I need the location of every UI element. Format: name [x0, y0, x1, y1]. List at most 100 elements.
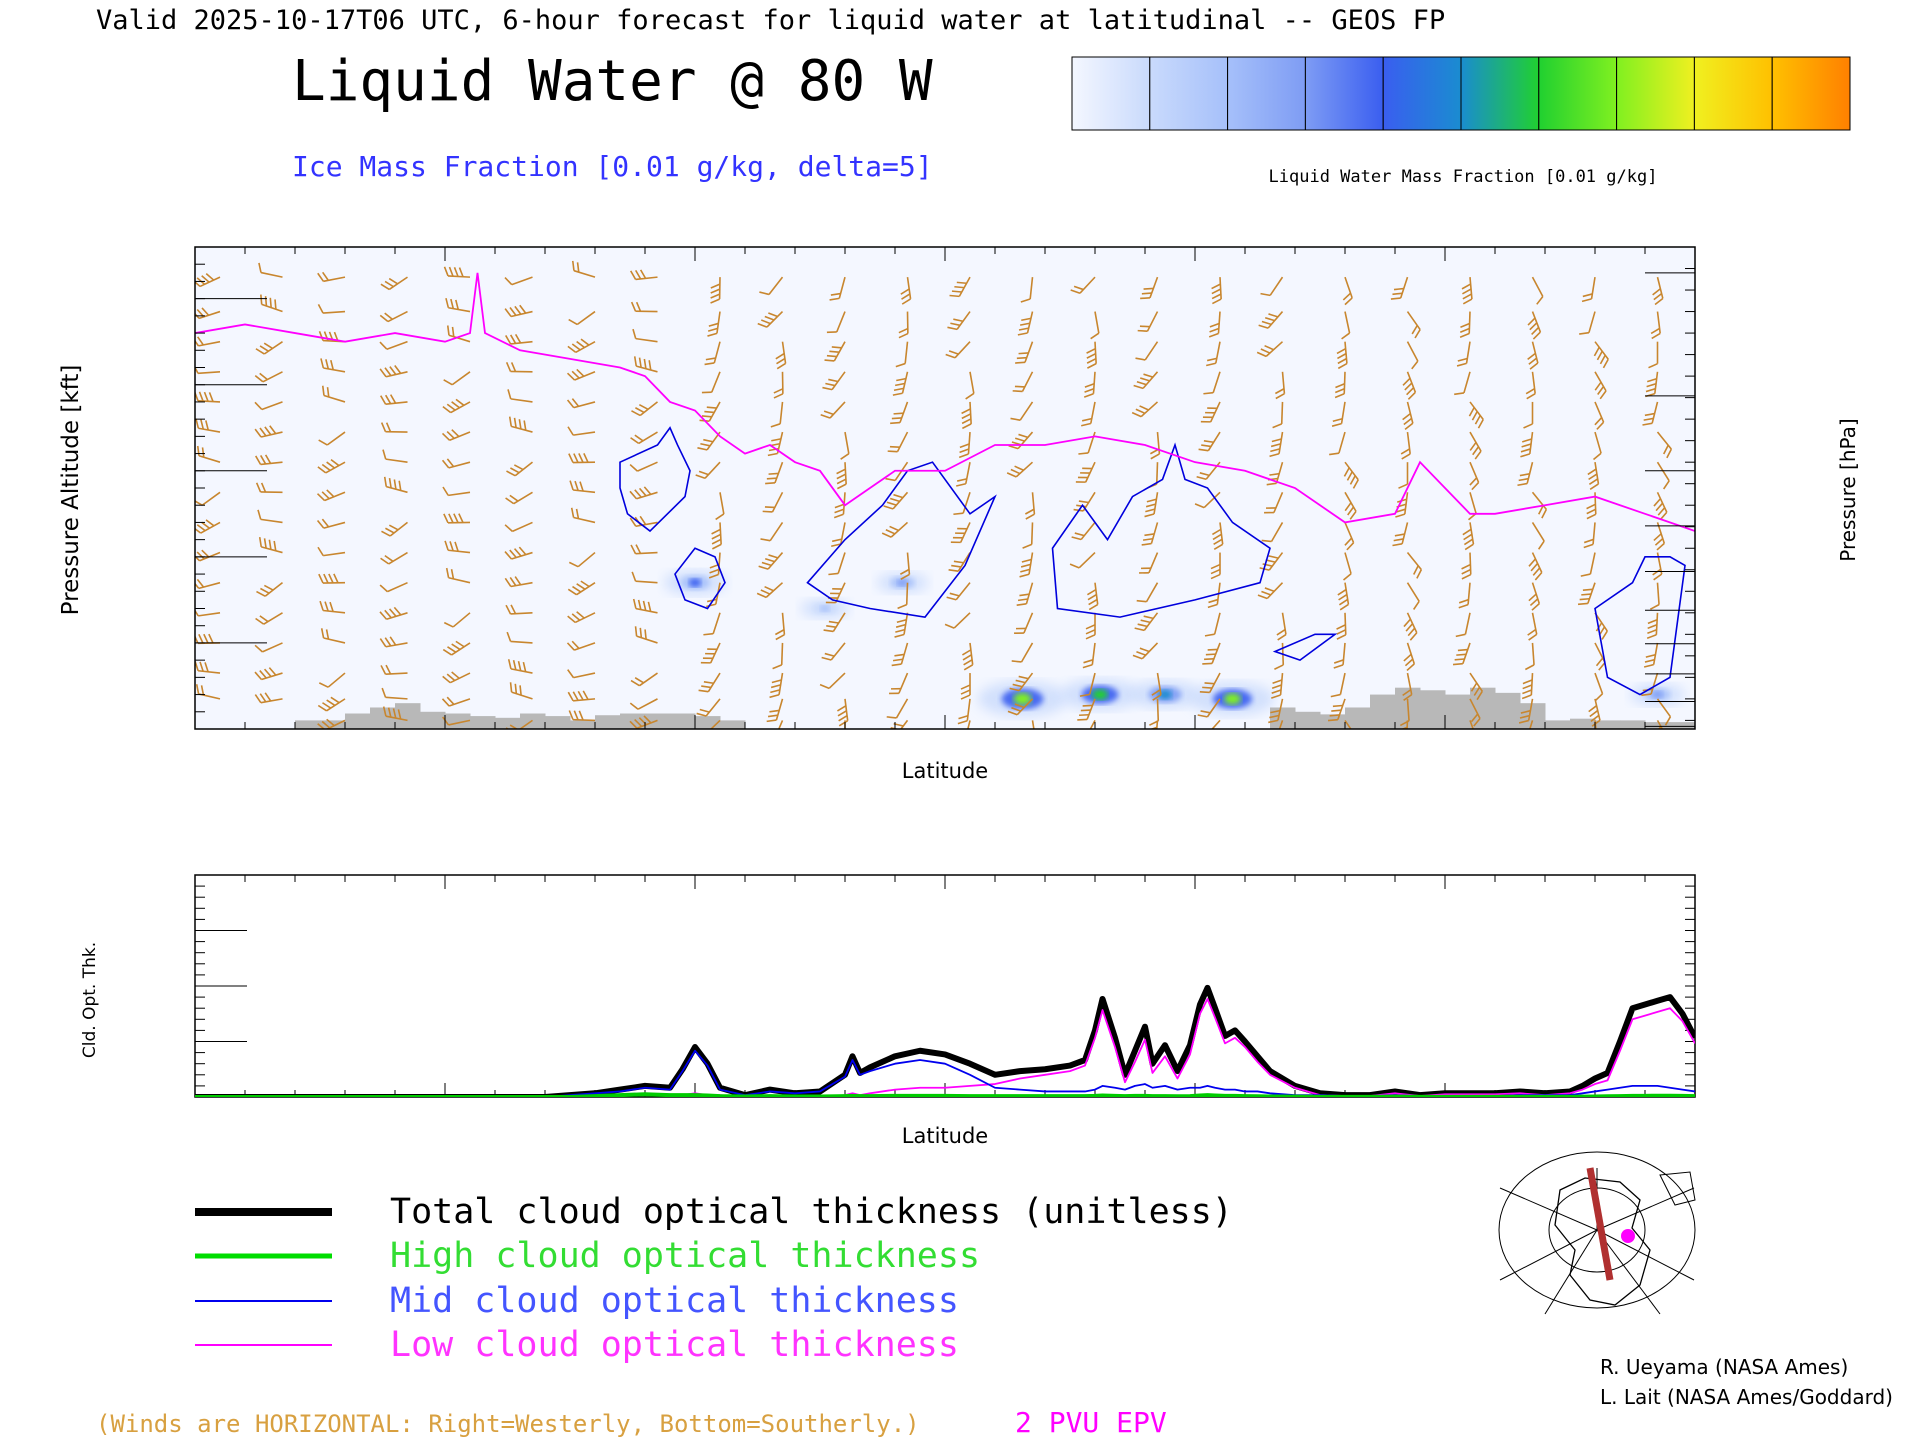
wind-barb-staff: [261, 672, 283, 681]
wind-barb: [1403, 642, 1416, 672]
wind-barb-flag: [1343, 467, 1350, 477]
wind-barb-flag: [576, 368, 585, 377]
wind-barb: [1271, 672, 1284, 699]
wind-barb-flag: [706, 406, 717, 409]
wind-barb-staff: [1463, 371, 1471, 394]
wind-barb-flag: [1330, 693, 1341, 698]
wind-barb-flag: [828, 572, 839, 576]
colorbar-label: Liquid Water Mass Fraction [0.01 g/kg]: [1269, 167, 1658, 187]
wind-barb-staff: [1525, 720, 1534, 729]
wind-barb-flag: [643, 715, 652, 724]
wind-barb: [630, 431, 658, 445]
wind-barb-flag: [1532, 331, 1541, 340]
wind-barb-flag: [629, 490, 638, 500]
wind-barb-staff: [448, 334, 471, 343]
colorbar-box-9: [1771, 56, 1851, 131]
wind-barb-flag: [631, 571, 637, 582]
wind-barb-staff: [1531, 522, 1545, 542]
wind-barb: [383, 476, 408, 494]
wind-barb: [441, 696, 471, 707]
wind-barb: [380, 276, 408, 291]
wind-barb-staff: [705, 698, 721, 717]
wind-barb-flag: [260, 587, 270, 594]
wind-barb-flag: [963, 664, 974, 671]
wind-barb-staff: [711, 371, 721, 393]
wind-barb: [1269, 431, 1284, 458]
wind-barb: [773, 371, 784, 399]
wind-barb: [886, 698, 909, 719]
wind-barb: [256, 582, 283, 597]
ice-contours: [619, 426, 1686, 696]
wind-barb-flag: [769, 709, 780, 713]
wind-barb-staff: [447, 275, 471, 278]
wind-barb: [1144, 492, 1159, 518]
wind-barb-flag: [572, 585, 582, 593]
wind-barb: [506, 461, 533, 477]
wind-barb-flag: [195, 553, 201, 562]
wind-barb-flag: [576, 262, 580, 273]
wind-barb-flag: [1136, 380, 1147, 386]
wind-barb: [766, 698, 784, 723]
wind-barb-flag: [1392, 542, 1403, 547]
wind-barb-flag: [1459, 332, 1470, 338]
wind-barb-staff: [1020, 642, 1034, 663]
wind-barb-flag: [1461, 573, 1472, 580]
wind-barb-flag: [1209, 327, 1220, 333]
wind-barb-staff: [775, 698, 784, 721]
wind-barb-staff: [514, 461, 533, 477]
wind-barb-flag: [571, 613, 581, 621]
wind-barb: [254, 692, 283, 704]
wind-barb: [1329, 431, 1346, 456]
wind-barb-flag: [1602, 358, 1609, 369]
wind-barb: [444, 540, 471, 554]
wind-barb-flag: [201, 307, 210, 316]
wind-barb-staff: [1266, 582, 1284, 600]
wind-barb-flag: [1270, 448, 1281, 453]
wind-barb-staff: [830, 642, 846, 661]
wind-barb-flag: [1522, 679, 1533, 685]
wind-barb-flag: [706, 598, 717, 603]
wind-barb-flag: [1343, 573, 1352, 581]
wind-barb-flag: [774, 629, 785, 636]
wind-barb-flag: [1528, 633, 1538, 641]
wind-barb: [316, 518, 346, 529]
wind-barb: [1594, 642, 1606, 671]
wind-barb-flag: [198, 633, 204, 644]
wind-barb-flag: [705, 652, 715, 655]
legend: Total cloud optical thickness (unitless)…: [195, 1192, 1233, 1365]
wind-barb: [630, 269, 658, 281]
wind-barb-flag: [634, 626, 638, 637]
wind-barb-staff: [1268, 552, 1284, 571]
wind-barb-flag: [955, 740, 965, 746]
wind-barb-flag: [1402, 689, 1412, 697]
wind-barb: [710, 277, 721, 304]
wind-barb-staff: [198, 669, 221, 674]
wind-barb-flag: [1392, 292, 1403, 296]
wind-barb-staff: [198, 310, 221, 320]
wind-barb: [1461, 277, 1473, 305]
wind-barb-flag: [442, 486, 449, 496]
wind-barb-staff: [1278, 431, 1284, 454]
wind-barb: [320, 628, 346, 644]
wind-barb-flag: [1077, 718, 1088, 721]
wind-barb-flag: [1647, 619, 1658, 625]
wind-barb-flag: [383, 476, 388, 487]
wind-barb-flag: [1526, 392, 1536, 400]
wind-barb-staff: [385, 401, 408, 406]
wind-barb-flag: [389, 366, 397, 375]
wind-barb-flag: [1141, 542, 1152, 546]
wind-barb-staff: [708, 401, 721, 422]
wind-barb-flag: [1080, 472, 1090, 474]
wind-barb: [1274, 371, 1286, 400]
wind-barb: [632, 328, 658, 343]
wind-barb: [567, 669, 596, 679]
wind-barb: [1135, 341, 1159, 361]
wind-barb-flag: [768, 472, 779, 475]
wind-barb-flag: [1141, 292, 1152, 295]
wind-barb-flag: [706, 603, 716, 608]
wind-barb-staff: [1469, 492, 1477, 514]
wind-barb-staff: [1594, 672, 1604, 695]
wind-barb-flag: [1143, 287, 1154, 290]
wind-barb-flag: [201, 549, 210, 558]
wind-barb-flag: [770, 689, 781, 694]
